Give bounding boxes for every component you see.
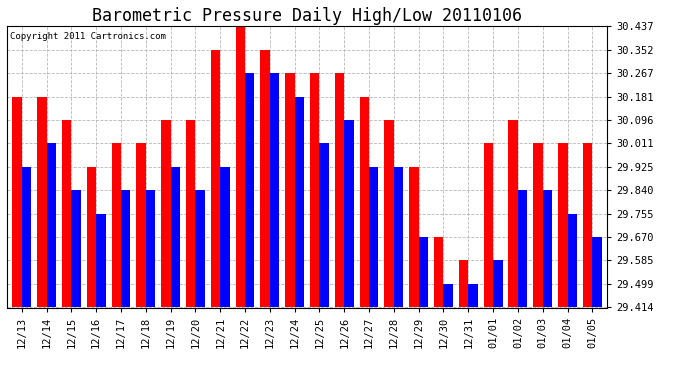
Bar [484, 143, 493, 308]
Bar [518, 190, 527, 308]
Bar [509, 120, 518, 308]
Bar [444, 284, 453, 308]
Bar [22, 167, 31, 308]
Bar [96, 214, 106, 308]
Bar [310, 73, 319, 308]
Bar [235, 26, 245, 308]
Bar [394, 167, 403, 308]
Bar [195, 190, 205, 308]
Bar [12, 97, 22, 308]
Bar [558, 143, 567, 308]
Bar [419, 237, 428, 308]
Bar [285, 73, 295, 308]
Bar [37, 97, 47, 308]
Bar [170, 167, 180, 308]
Bar [592, 237, 602, 308]
Bar [71, 190, 81, 308]
Bar [270, 73, 279, 308]
Bar [434, 237, 444, 308]
Bar [567, 214, 577, 308]
Bar [469, 284, 477, 308]
Bar [533, 143, 543, 308]
Bar [121, 190, 130, 308]
Title: Barometric Pressure Daily High/Low 20110106: Barometric Pressure Daily High/Low 20110… [92, 7, 522, 25]
Bar [47, 143, 56, 308]
Bar [409, 167, 419, 308]
Bar [146, 190, 155, 308]
Bar [493, 261, 502, 308]
Bar [543, 190, 552, 308]
Bar [62, 120, 71, 308]
Bar [319, 143, 329, 308]
Bar [112, 143, 121, 308]
Bar [87, 167, 96, 308]
Bar [220, 167, 230, 308]
Bar [186, 120, 195, 308]
Bar [245, 73, 255, 308]
Bar [137, 143, 146, 308]
Bar [295, 97, 304, 308]
Bar [344, 120, 354, 308]
Bar [359, 97, 369, 308]
Bar [583, 143, 592, 308]
Bar [161, 120, 170, 308]
Bar [260, 50, 270, 308]
Bar [459, 261, 469, 308]
Bar [384, 120, 394, 308]
Text: Copyright 2011 Cartronics.com: Copyright 2011 Cartronics.com [10, 32, 166, 41]
Bar [335, 73, 344, 308]
Bar [211, 50, 220, 308]
Bar [369, 167, 379, 308]
